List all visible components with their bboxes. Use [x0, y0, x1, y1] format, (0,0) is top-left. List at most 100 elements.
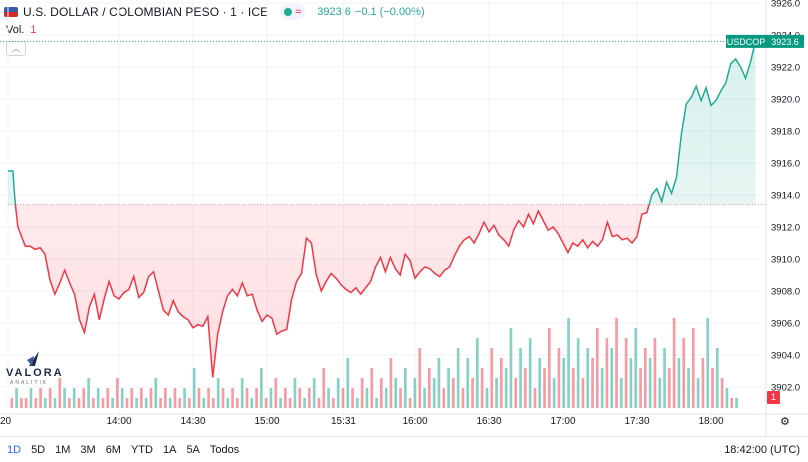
range-button-5d[interactable]: 5D [31, 443, 46, 456]
volume-bar [380, 378, 383, 408]
volume-bar [226, 398, 230, 408]
time-tick-label: 14:00 [106, 416, 131, 427]
volume-bar [428, 368, 431, 408]
volume-bar [624, 338, 628, 408]
volume-bar [485, 388, 489, 408]
volume-bar [725, 388, 729, 408]
price-tick-label: 3922.0 [771, 63, 800, 74]
market-status-badge[interactable]: ≈ [280, 4, 306, 20]
volume-bar [44, 398, 47, 408]
volume-bar [500, 358, 503, 408]
volume-bar [207, 388, 210, 408]
range-button-ytd[interactable]: YTD [130, 443, 153, 456]
volume-bar [39, 388, 42, 408]
volume-bar [692, 328, 695, 408]
volume-bar [408, 398, 412, 408]
volume-bar [677, 358, 681, 408]
volume-bar [341, 388, 345, 408]
volume-bar [48, 388, 52, 408]
volume-bar [92, 398, 95, 408]
collapse-legend-button[interactable]: ︿ [6, 41, 26, 56]
volume-bar [336, 378, 340, 408]
timezone-clock[interactable]: 18:42:00 (UTC) [724, 443, 800, 456]
volume-bar [629, 358, 633, 408]
volume-bar [730, 398, 734, 408]
range-button-3m[interactable]: 3M [80, 443, 96, 456]
price-chart[interactable]: 3902.0 3904.0 3906.0 3908.0 3910.0 3912.0 3914… [0, 0, 808, 436]
volume-bar [135, 398, 138, 408]
price-line-down [14, 204, 650, 378]
volume-bar [557, 348, 561, 408]
volume-bar [29, 388, 33, 408]
volume-bar [212, 398, 215, 408]
volume-bar [216, 378, 220, 408]
volume-bar [236, 398, 239, 408]
volume-bar [432, 378, 436, 408]
volume-bar [648, 358, 652, 408]
volume-bar [274, 378, 278, 408]
volume-bar [687, 368, 690, 408]
volume-bar [72, 388, 76, 408]
volume-bar [423, 388, 426, 408]
range-button-5a[interactable]: 5A [186, 443, 200, 456]
volume-bar [442, 388, 446, 408]
symbol-tag-bg [726, 34, 766, 48]
volume-bar [293, 378, 297, 408]
price-tick-label: 3916.0 [771, 159, 800, 170]
volume-bar [279, 398, 282, 408]
volume-bar [605, 338, 609, 408]
volume-bar [202, 398, 206, 408]
volume-bar [447, 368, 450, 408]
volume-bar [63, 388, 66, 408]
price-tick-label: 3914.0 [771, 191, 800, 202]
volume-bar [672, 318, 676, 408]
volume-bar [543, 368, 546, 408]
gear-icon[interactable]: ⚙ [780, 416, 790, 428]
range-button-todos[interactable]: Todos [209, 443, 240, 456]
volume-bar [327, 388, 330, 408]
chart-legend: U.S. DOLLAR / COLOMBIAN PESO · 1 · ICE ≈… [4, 4, 425, 20]
volume-bar [668, 368, 671, 408]
volume-bar [514, 378, 518, 408]
volume-bar [125, 398, 129, 408]
volume-bar [346, 358, 350, 408]
price-area [8, 41, 756, 378]
volume-bar [418, 348, 422, 408]
volume-label: Vol. [6, 24, 25, 36]
volume-bar [332, 398, 335, 408]
volume-bar [360, 378, 364, 408]
volume-bar [552, 378, 556, 408]
volume-bar [96, 388, 100, 408]
volume-bar [68, 398, 71, 408]
price-tick-label: 3904.0 [771, 351, 800, 362]
range-button-1m[interactable]: 1M [55, 443, 71, 456]
volume-bar [288, 398, 292, 408]
range-button-1a[interactable]: 1A [162, 443, 177, 456]
volume-bar [120, 388, 124, 408]
volume-bar [149, 388, 153, 408]
area-above-baseline [8, 41, 756, 205]
range-button-1d[interactable]: 1D [7, 443, 22, 456]
range-button-6m[interactable]: 6M [105, 443, 121, 456]
volume-bar [509, 328, 513, 408]
time-axis[interactable]: 20 14:00 14:30 15:00 15:31 16:00 16:30 17:00 17:… [0, 416, 724, 427]
chevron-up-icon: ︿ [12, 44, 20, 53]
symbol-title[interactable]: U.S. DOLLAR / COLOMBIAN PESO · 1 · ICE [23, 5, 269, 19]
volume-bar [221, 388, 225, 408]
price-axis[interactable]: 3902.0 3904.0 3906.0 3908.0 3910.0 3912.0 3914… [771, 0, 800, 394]
time-tick-label: 18:00 [698, 416, 723, 427]
volume-bar [356, 398, 359, 408]
price-tick-label: 3902.0 [771, 383, 800, 394]
delayed-data-icon: ≈ [295, 6, 302, 18]
volume-bar [284, 388, 287, 408]
volume-bar [255, 388, 258, 408]
volume-bar [701, 358, 705, 408]
volume-bar [720, 378, 724, 408]
volume-bar [384, 388, 388, 408]
volume-bar [533, 388, 537, 408]
volume-bar [365, 388, 369, 408]
volume-bar [480, 368, 484, 408]
volume-bar [658, 378, 662, 408]
volume-bar [154, 378, 158, 408]
volume-bar [634, 328, 638, 408]
